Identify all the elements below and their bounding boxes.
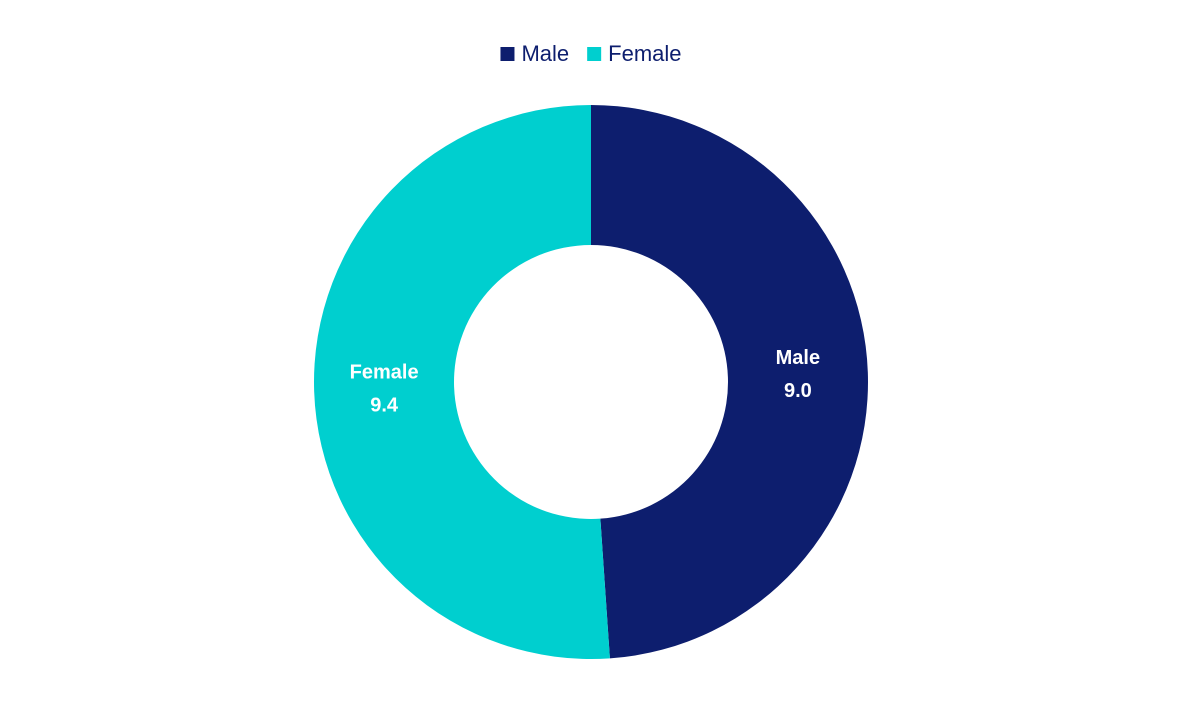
legend-swatch (500, 47, 515, 61)
legend-label: Female (608, 41, 681, 66)
slice-category-label: Female (350, 361, 419, 383)
legend-swatch (587, 47, 602, 61)
legend: Male Female (500, 41, 682, 66)
slice-value-label: 9.4 (370, 394, 399, 416)
legend-label: Male (521, 41, 569, 66)
slice-category-label: Male (776, 347, 820, 369)
slice-value-label: 9.0 (784, 380, 812, 402)
donut-slice (314, 105, 610, 659)
donut-slice (591, 105, 869, 659)
